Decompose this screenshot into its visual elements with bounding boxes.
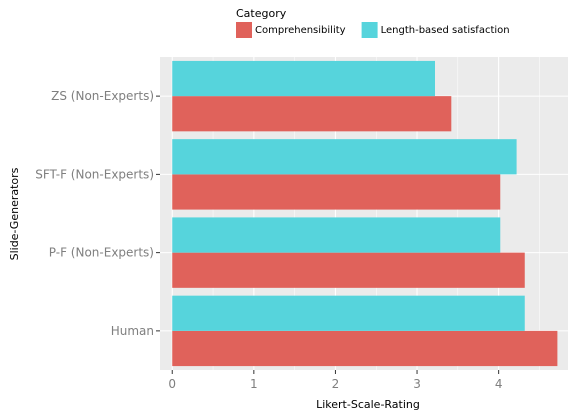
y-tick-label: P-F (Non-Experts) (49, 246, 154, 260)
bar-comprehensibility (172, 96, 452, 132)
bar-comprehensibility (172, 330, 558, 367)
bar-length-based-satisfaction (172, 60, 435, 97)
x-axis: 0 1 2 3 4 (168, 370, 502, 391)
bar-length-based-satisfaction (172, 295, 525, 331)
x-tick-label: 4 (495, 377, 503, 391)
x-axis-title: Likert-Scale-Rating (316, 398, 420, 411)
bar-length-based-satisfaction (172, 139, 517, 175)
x-tick-label: 2 (332, 377, 340, 391)
legend-label: Length-based satisfaction (381, 25, 510, 36)
x-tick-label: 1 (250, 377, 258, 391)
x-tick-label: 3 (413, 377, 421, 391)
bars (172, 60, 558, 367)
legend-title: Category (236, 7, 287, 20)
y-axis: ZS (Non-Experts) SFT-F (Non-Experts) P-F (… (35, 89, 160, 338)
legend: Category Comprehensibility Length-based s… (236, 7, 510, 38)
bar-comprehensibility (172, 174, 501, 210)
legend-swatch (236, 22, 252, 38)
bar-comprehensibility (172, 252, 525, 288)
y-tick-label: ZS (Non-Experts) (51, 89, 154, 103)
y-tick-label: Human (111, 324, 154, 338)
y-axis-title: Slide-Generators (8, 167, 21, 260)
bar-length-based-satisfaction (172, 217, 501, 253)
y-tick-label: SFT-F (Non-Experts) (35, 167, 154, 181)
legend-swatch (361, 22, 378, 38)
x-tick-label: 0 (168, 377, 176, 391)
legend-label: Comprehensibility (255, 25, 346, 36)
